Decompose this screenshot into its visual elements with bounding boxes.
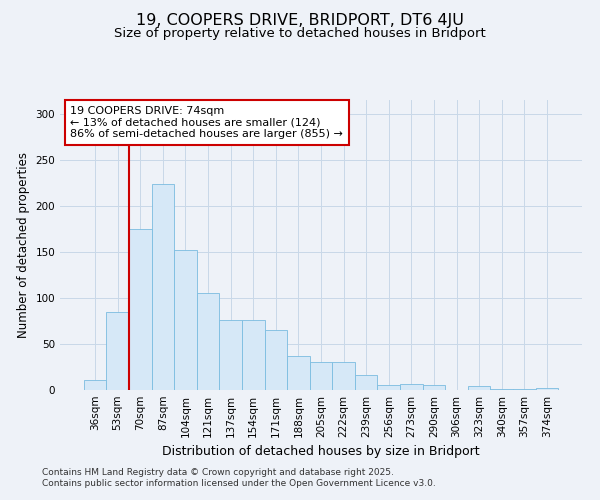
Bar	[400, 384, 422, 390]
Bar	[129, 229, 152, 390]
Bar	[265, 330, 287, 390]
Bar	[332, 362, 355, 390]
X-axis label: Distribution of detached houses by size in Bridport: Distribution of detached houses by size …	[162, 446, 480, 458]
Text: Size of property relative to detached houses in Bridport: Size of property relative to detached ho…	[114, 28, 486, 40]
Bar	[536, 388, 558, 390]
Bar	[152, 184, 174, 390]
Bar	[490, 389, 513, 390]
Bar	[220, 320, 242, 390]
Bar	[355, 376, 377, 390]
Bar	[174, 250, 197, 390]
Text: 19, COOPERS DRIVE, BRIDPORT, DT6 4JU: 19, COOPERS DRIVE, BRIDPORT, DT6 4JU	[136, 12, 464, 28]
Bar	[287, 356, 310, 390]
Bar	[377, 386, 400, 390]
Bar	[106, 312, 129, 390]
Bar	[513, 389, 536, 390]
Text: Contains HM Land Registry data © Crown copyright and database right 2025.
Contai: Contains HM Land Registry data © Crown c…	[42, 468, 436, 487]
Bar	[468, 386, 490, 390]
Bar	[242, 320, 265, 390]
Bar	[197, 294, 220, 390]
Y-axis label: Number of detached properties: Number of detached properties	[17, 152, 30, 338]
Bar	[84, 380, 106, 390]
Bar	[310, 362, 332, 390]
Text: 19 COOPERS DRIVE: 74sqm
← 13% of detached houses are smaller (124)
86% of semi-d: 19 COOPERS DRIVE: 74sqm ← 13% of detache…	[70, 106, 343, 139]
Bar	[422, 386, 445, 390]
